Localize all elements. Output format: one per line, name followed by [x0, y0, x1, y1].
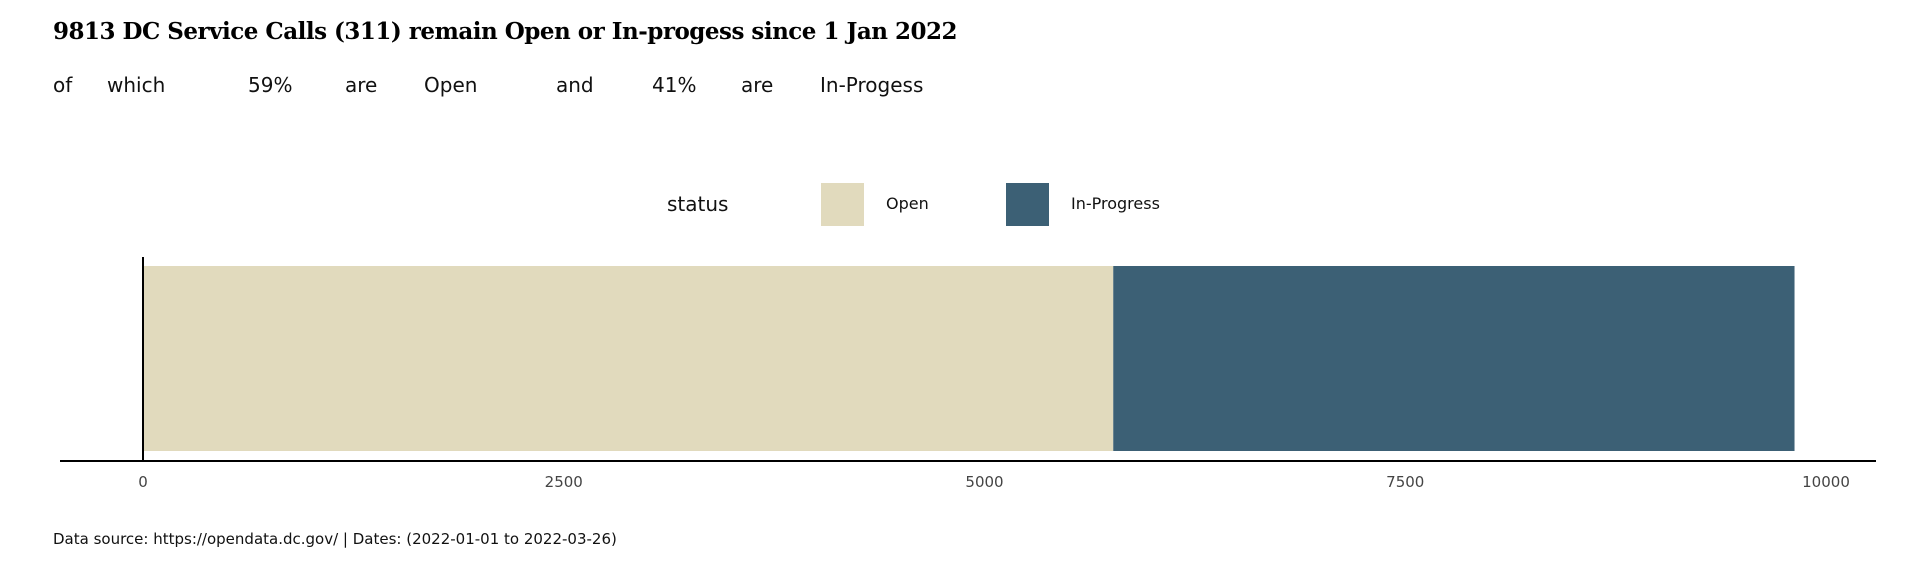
x-tick-label: 7500 — [1386, 473, 1424, 491]
x-tick-label: 2500 — [545, 473, 583, 491]
subtitle-word: Open — [424, 73, 478, 97]
legend-swatch-in-progress — [1006, 183, 1049, 226]
subtitle-word: are — [741, 73, 774, 97]
bar-in-progress — [1113, 266, 1795, 451]
bar-open — [143, 266, 1114, 451]
x-tick-label: 10000 — [1802, 473, 1850, 491]
subtitle-open-percent: 59% — [248, 73, 293, 97]
x-tick-label: 0 — [138, 473, 148, 491]
subtitle-word: of — [53, 73, 73, 97]
legend-label-in-progress: In-Progress — [1071, 194, 1160, 213]
subtitle-inprogress-percent: 41% — [652, 73, 697, 97]
subtitle-word: are — [345, 73, 378, 97]
x-axis-ticks: 0 2500 5000 7500 10000 — [138, 473, 1850, 491]
bar-group — [143, 266, 1795, 451]
subtitle-word: In-Progess — [820, 73, 924, 97]
data-source-note: Data source: https://opendata.dc.gov/ | … — [53, 530, 617, 548]
legend-swatch-open — [821, 183, 864, 226]
subtitle-word: and — [556, 73, 594, 97]
x-tick-label: 5000 — [965, 473, 1003, 491]
legend-title: status — [667, 192, 729, 216]
chart-title: 9813 DC Service Calls (311) remain Open … — [53, 18, 958, 45]
subtitle-word: which — [107, 73, 166, 97]
chart-subtitle: of which 59% are Open and 41% are In-Pro… — [0, 73, 1920, 103]
legend-label-open: Open — [886, 194, 929, 213]
